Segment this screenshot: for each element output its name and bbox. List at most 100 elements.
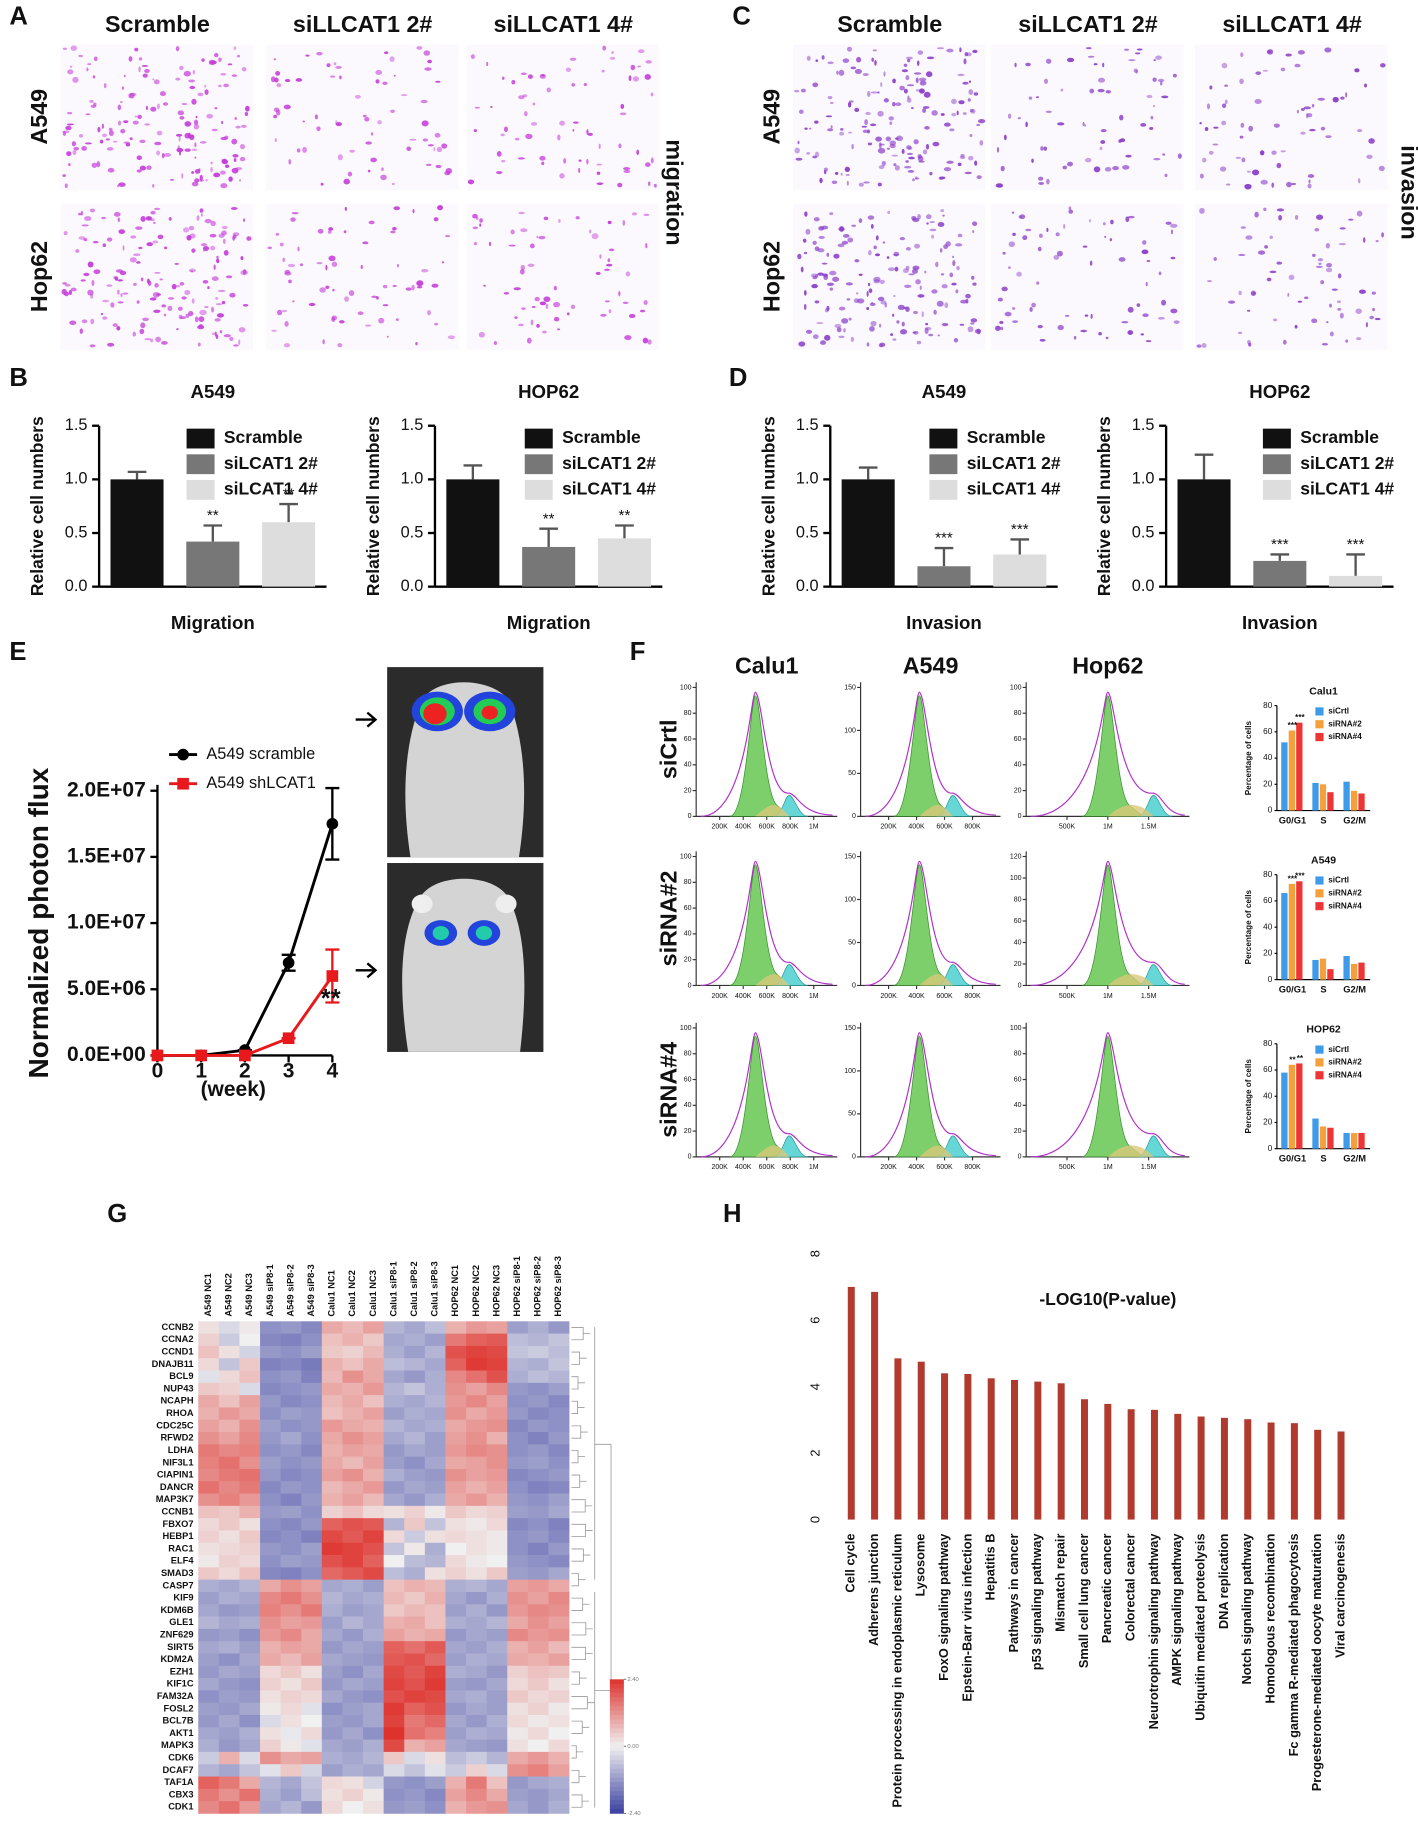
cell bbox=[968, 89, 974, 95]
micrograph bbox=[265, 204, 459, 350]
cell bbox=[846, 298, 851, 301]
y-tick-label: 1.5 bbox=[1132, 416, 1155, 434]
bar bbox=[941, 1373, 949, 1520]
cell bbox=[925, 214, 932, 220]
bar bbox=[1253, 560, 1307, 587]
heatmap-cell bbox=[342, 1591, 364, 1605]
column-label: HOP62 siP8-2 bbox=[533, 1256, 543, 1317]
cell bbox=[149, 218, 155, 222]
cell bbox=[1317, 258, 1324, 262]
heatmap-cell bbox=[280, 1714, 302, 1728]
colorbar-step bbox=[609, 1759, 624, 1765]
heatmap-cell bbox=[198, 1678, 220, 1691]
heatmap-cell bbox=[466, 1567, 488, 1581]
cell bbox=[1142, 240, 1147, 245]
heatmap-cell bbox=[486, 1641, 508, 1654]
column-label: HOP62 siP8-3 bbox=[553, 1256, 563, 1317]
g1-peak bbox=[729, 695, 792, 817]
cell bbox=[906, 152, 914, 156]
cell bbox=[870, 320, 877, 327]
cell bbox=[1325, 243, 1330, 249]
y-tick-label: 100 bbox=[844, 1068, 856, 1075]
cell bbox=[381, 167, 384, 172]
cell bbox=[223, 334, 231, 338]
cell bbox=[871, 57, 874, 62]
colorbar-step bbox=[609, 1715, 624, 1720]
cell bbox=[501, 76, 505, 80]
heatmap-cell bbox=[321, 1542, 343, 1556]
x-axis-label: Invasion bbox=[1242, 612, 1318, 633]
cell bbox=[87, 261, 94, 268]
row-label: KDM6B bbox=[160, 1605, 193, 1615]
heatmap-cell bbox=[239, 1690, 261, 1704]
cell bbox=[129, 137, 133, 141]
cell bbox=[830, 102, 834, 104]
cell bbox=[171, 283, 177, 290]
cell bbox=[1273, 123, 1280, 128]
cell bbox=[70, 45, 78, 51]
x-tick-label: p53 signaling pathway bbox=[1029, 1533, 1044, 1671]
heatmap-cell bbox=[383, 1788, 405, 1802]
cell bbox=[467, 179, 475, 185]
heatmap-cell bbox=[198, 1616, 220, 1630]
cell bbox=[972, 229, 975, 233]
fit-curve bbox=[1030, 1032, 1185, 1158]
cell bbox=[812, 155, 818, 159]
cell bbox=[204, 218, 212, 224]
x-tick-label: 600K bbox=[936, 993, 953, 1000]
heatmap-cell bbox=[321, 1505, 343, 1519]
cell bbox=[1146, 94, 1153, 99]
y-tick-label: 20 bbox=[1263, 1118, 1273, 1127]
cell bbox=[386, 335, 389, 338]
cell bbox=[525, 133, 533, 140]
x-axis-label: Invasion bbox=[906, 612, 982, 633]
bar bbox=[1281, 1072, 1288, 1149]
marker bbox=[239, 1049, 251, 1062]
heatmap-cell bbox=[507, 1493, 529, 1507]
heatmap-cell bbox=[301, 1395, 323, 1408]
cell bbox=[1084, 124, 1087, 127]
cell bbox=[945, 241, 951, 247]
heatmap-cell bbox=[301, 1628, 323, 1642]
cell bbox=[1119, 114, 1124, 121]
row-label: NIF3L1 bbox=[163, 1457, 194, 1467]
cell bbox=[1369, 315, 1375, 320]
bar bbox=[871, 1291, 879, 1520]
cell bbox=[1332, 96, 1339, 103]
cell bbox=[198, 316, 205, 323]
heatmap-cell bbox=[445, 1714, 467, 1728]
y-tick-label: 40 bbox=[684, 762, 692, 769]
chart-title: HOP62 bbox=[1249, 381, 1310, 402]
heatmap-cell bbox=[466, 1432, 488, 1445]
cell bbox=[225, 275, 233, 279]
cell bbox=[121, 86, 125, 90]
x-tick-label: Neurotrophin signaling pathway bbox=[1146, 1533, 1161, 1730]
bar bbox=[1350, 790, 1358, 811]
cell bbox=[937, 222, 945, 227]
cell bbox=[495, 171, 503, 175]
heatmap-cell bbox=[342, 1653, 364, 1667]
row-label: siRNA#4 bbox=[656, 1042, 682, 1138]
cell bbox=[816, 322, 824, 324]
marker bbox=[195, 1049, 207, 1062]
cell bbox=[913, 139, 919, 145]
cell bbox=[133, 282, 137, 286]
cell bbox=[201, 58, 205, 62]
cell bbox=[1155, 55, 1162, 60]
legend-label: siLCAT1 4# bbox=[1300, 478, 1394, 498]
cell bbox=[838, 306, 846, 311]
cell bbox=[326, 63, 331, 68]
cell bbox=[1255, 71, 1262, 75]
heatmap-cell bbox=[260, 1628, 281, 1642]
cell bbox=[1118, 139, 1122, 143]
cell bbox=[436, 146, 443, 153]
cell bbox=[939, 248, 943, 253]
cell bbox=[904, 165, 912, 169]
x-tick-label: 1M bbox=[1103, 1164, 1113, 1171]
cell bbox=[1145, 340, 1152, 343]
cell bbox=[389, 56, 395, 62]
cell bbox=[168, 217, 172, 221]
heatmap-cell bbox=[445, 1505, 467, 1519]
cell bbox=[1089, 218, 1091, 223]
error-bar bbox=[1346, 553, 1365, 576]
